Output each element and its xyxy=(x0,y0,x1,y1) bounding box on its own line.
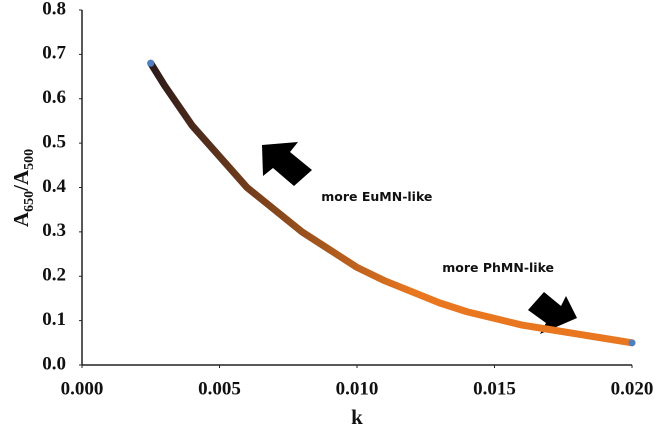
y-tick-label: 0.8 xyxy=(42,0,66,19)
y-tick-label: 0.3 xyxy=(42,220,66,241)
y-tick-label: 0.7 xyxy=(42,43,66,64)
endpoint xyxy=(628,339,636,347)
arrow-up-left xyxy=(262,142,312,186)
curve xyxy=(147,59,636,347)
x-tick-label: 0.020 xyxy=(611,378,654,399)
y-tick-label: 0.2 xyxy=(42,265,66,286)
y-label-part: 650 xyxy=(22,191,37,212)
x-tick-label: 0.005 xyxy=(198,378,241,399)
y-label-part: /A xyxy=(9,169,33,192)
y-tick-label: 0.4 xyxy=(42,176,66,197)
y-tick-label: 0.6 xyxy=(42,87,66,108)
annotation: more EuMN-like xyxy=(321,189,432,204)
y-label-part: A xyxy=(9,211,33,227)
x-tick-label: 0.000 xyxy=(61,378,104,399)
y-tick-label: 0.0 xyxy=(42,353,66,374)
y-label-part: 500 xyxy=(22,149,37,170)
x-tick-label: 0.010 xyxy=(336,378,379,399)
y-tick-label: 0.1 xyxy=(42,309,66,330)
y-tick-label: 0.5 xyxy=(42,131,66,152)
x-tick-label: 0.015 xyxy=(473,378,516,399)
annotation: more PhMN-like xyxy=(442,260,554,275)
arrow-down-right xyxy=(528,292,577,334)
endpoint xyxy=(147,59,155,67)
x-axis-label: k xyxy=(351,405,363,429)
y-axis-label: A650/A500 xyxy=(9,149,37,227)
